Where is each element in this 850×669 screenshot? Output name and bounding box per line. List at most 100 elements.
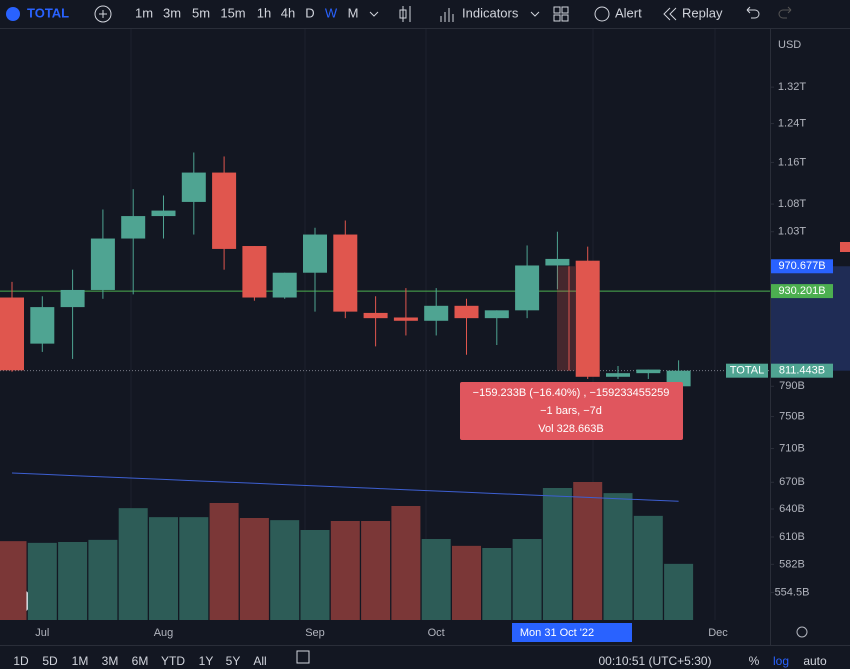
auto-toggle[interactable]: auto xyxy=(803,654,827,668)
price-tag xyxy=(771,363,833,378)
y-tick-label: 710B xyxy=(779,442,805,454)
price-tag xyxy=(771,284,833,299)
candle-body xyxy=(303,234,327,273)
settings[interactable] xyxy=(796,626,808,638)
volume-bar xyxy=(573,482,603,620)
indicators-menu[interactable] xyxy=(530,11,540,17)
volume-bar xyxy=(330,521,360,620)
x-tick-label: Dec xyxy=(708,627,728,639)
candle-body xyxy=(121,216,146,239)
interval-button[interactable]: W xyxy=(325,5,338,20)
goto-date[interactable] xyxy=(296,650,310,664)
alert-icon xyxy=(594,6,610,22)
currency[interactable]: USD xyxy=(778,39,801,51)
interval-button[interactable]: 4h xyxy=(281,5,295,20)
volume-bar xyxy=(179,517,209,620)
y-tick-label: 610B xyxy=(779,531,805,543)
x-tick-label: Oct xyxy=(428,627,445,639)
x-tick-label: Jul xyxy=(35,627,49,639)
replay-button[interactable]: Replay xyxy=(682,5,723,20)
interval-button[interactable]: 15m xyxy=(220,5,245,20)
candle-body xyxy=(515,265,540,311)
chart-type[interactable] xyxy=(402,6,411,22)
y-tick-label: 640B xyxy=(779,503,805,515)
candle-body xyxy=(545,258,570,266)
range-button[interactable]: 1Y xyxy=(199,654,214,668)
price-tag-label: 930.201B xyxy=(778,285,825,297)
volume-bar xyxy=(58,542,88,620)
measure-text: −159.233B (−16.40%) , −159233455259 xyxy=(473,387,670,399)
volume-bar xyxy=(209,503,239,620)
interval-button[interactable]: M xyxy=(348,5,359,20)
volume-bar xyxy=(361,521,391,620)
symbol-icon[interactable] xyxy=(6,7,20,21)
percent-toggle[interactable]: % xyxy=(749,654,760,668)
candle-body xyxy=(212,172,237,249)
price-tag-label: 970.677B xyxy=(778,260,825,272)
y-tick-label: 1.03T xyxy=(778,226,806,238)
measure-area xyxy=(557,266,575,371)
volume-bar xyxy=(603,493,633,620)
indicators-button[interactable]: Indicators xyxy=(462,5,519,20)
candle-body xyxy=(0,297,24,371)
interval-button[interactable]: D xyxy=(305,5,314,20)
volume-bar xyxy=(88,539,118,620)
candle-body xyxy=(60,289,85,308)
candle-body xyxy=(424,305,449,321)
range-button[interactable]: 1M xyxy=(72,654,89,668)
candle-body xyxy=(606,373,630,377)
candle-body xyxy=(454,305,479,319)
alert-button[interactable]: Alert xyxy=(615,5,642,20)
x-tick-label: Aug xyxy=(154,627,174,639)
measure-tooltip xyxy=(460,382,683,440)
measure-range xyxy=(771,266,850,371)
candle-body xyxy=(363,312,388,319)
y-tick-label: 582B xyxy=(779,558,805,570)
y-tick-label: 1.32T xyxy=(778,81,806,93)
interval-menu[interactable] xyxy=(369,11,379,17)
volume-bar xyxy=(149,517,178,620)
chart-type-icon xyxy=(399,9,407,19)
volume-ma xyxy=(11,472,679,502)
candle-body xyxy=(575,260,600,377)
layouts-icon xyxy=(561,6,569,14)
volume-bar xyxy=(27,542,57,620)
volume-bar xyxy=(0,541,27,620)
crosshair-tag xyxy=(512,623,632,642)
add-symbol[interactable] xyxy=(94,5,112,23)
volume-bar xyxy=(391,506,421,620)
range-button[interactable]: All xyxy=(253,654,266,668)
edge-marker xyxy=(840,242,850,252)
redo[interactable] xyxy=(778,6,792,19)
volume-bar xyxy=(239,518,269,620)
undo[interactable] xyxy=(746,6,760,19)
range-button[interactable]: 5Y xyxy=(226,654,241,668)
y-tick-label: 1.16T xyxy=(778,156,806,168)
add-icon xyxy=(99,10,107,18)
volume-bar xyxy=(633,515,663,620)
range-button[interactable]: 6M xyxy=(132,654,149,668)
layouts[interactable] xyxy=(553,6,561,14)
candle-body xyxy=(333,234,358,312)
volume-bar xyxy=(512,539,542,620)
candle-body xyxy=(484,310,509,319)
series-tag xyxy=(726,363,768,378)
candle-body xyxy=(151,210,176,217)
symbol[interactable]: TOTAL xyxy=(27,5,69,20)
interval-button[interactable]: 1h xyxy=(257,5,271,20)
candle-body xyxy=(636,369,661,374)
series-tag-label: TOTAL xyxy=(730,365,764,377)
range-button[interactable]: YTD xyxy=(161,654,185,668)
volume-bar xyxy=(482,548,512,620)
log-toggle[interactable]: log xyxy=(773,654,789,668)
volume-bar xyxy=(270,520,300,620)
y-tick-label: 670B xyxy=(779,476,805,488)
range-button[interactable]: 5D xyxy=(42,654,58,668)
range-button[interactable]: 1D xyxy=(13,654,29,668)
interval-button[interactable]: 5m xyxy=(192,5,210,20)
candle-body xyxy=(242,246,267,298)
interval-button[interactable]: 1m xyxy=(135,5,153,20)
range-button[interactable]: 3M xyxy=(102,654,119,668)
interval-button[interactable]: 3m xyxy=(163,5,181,20)
